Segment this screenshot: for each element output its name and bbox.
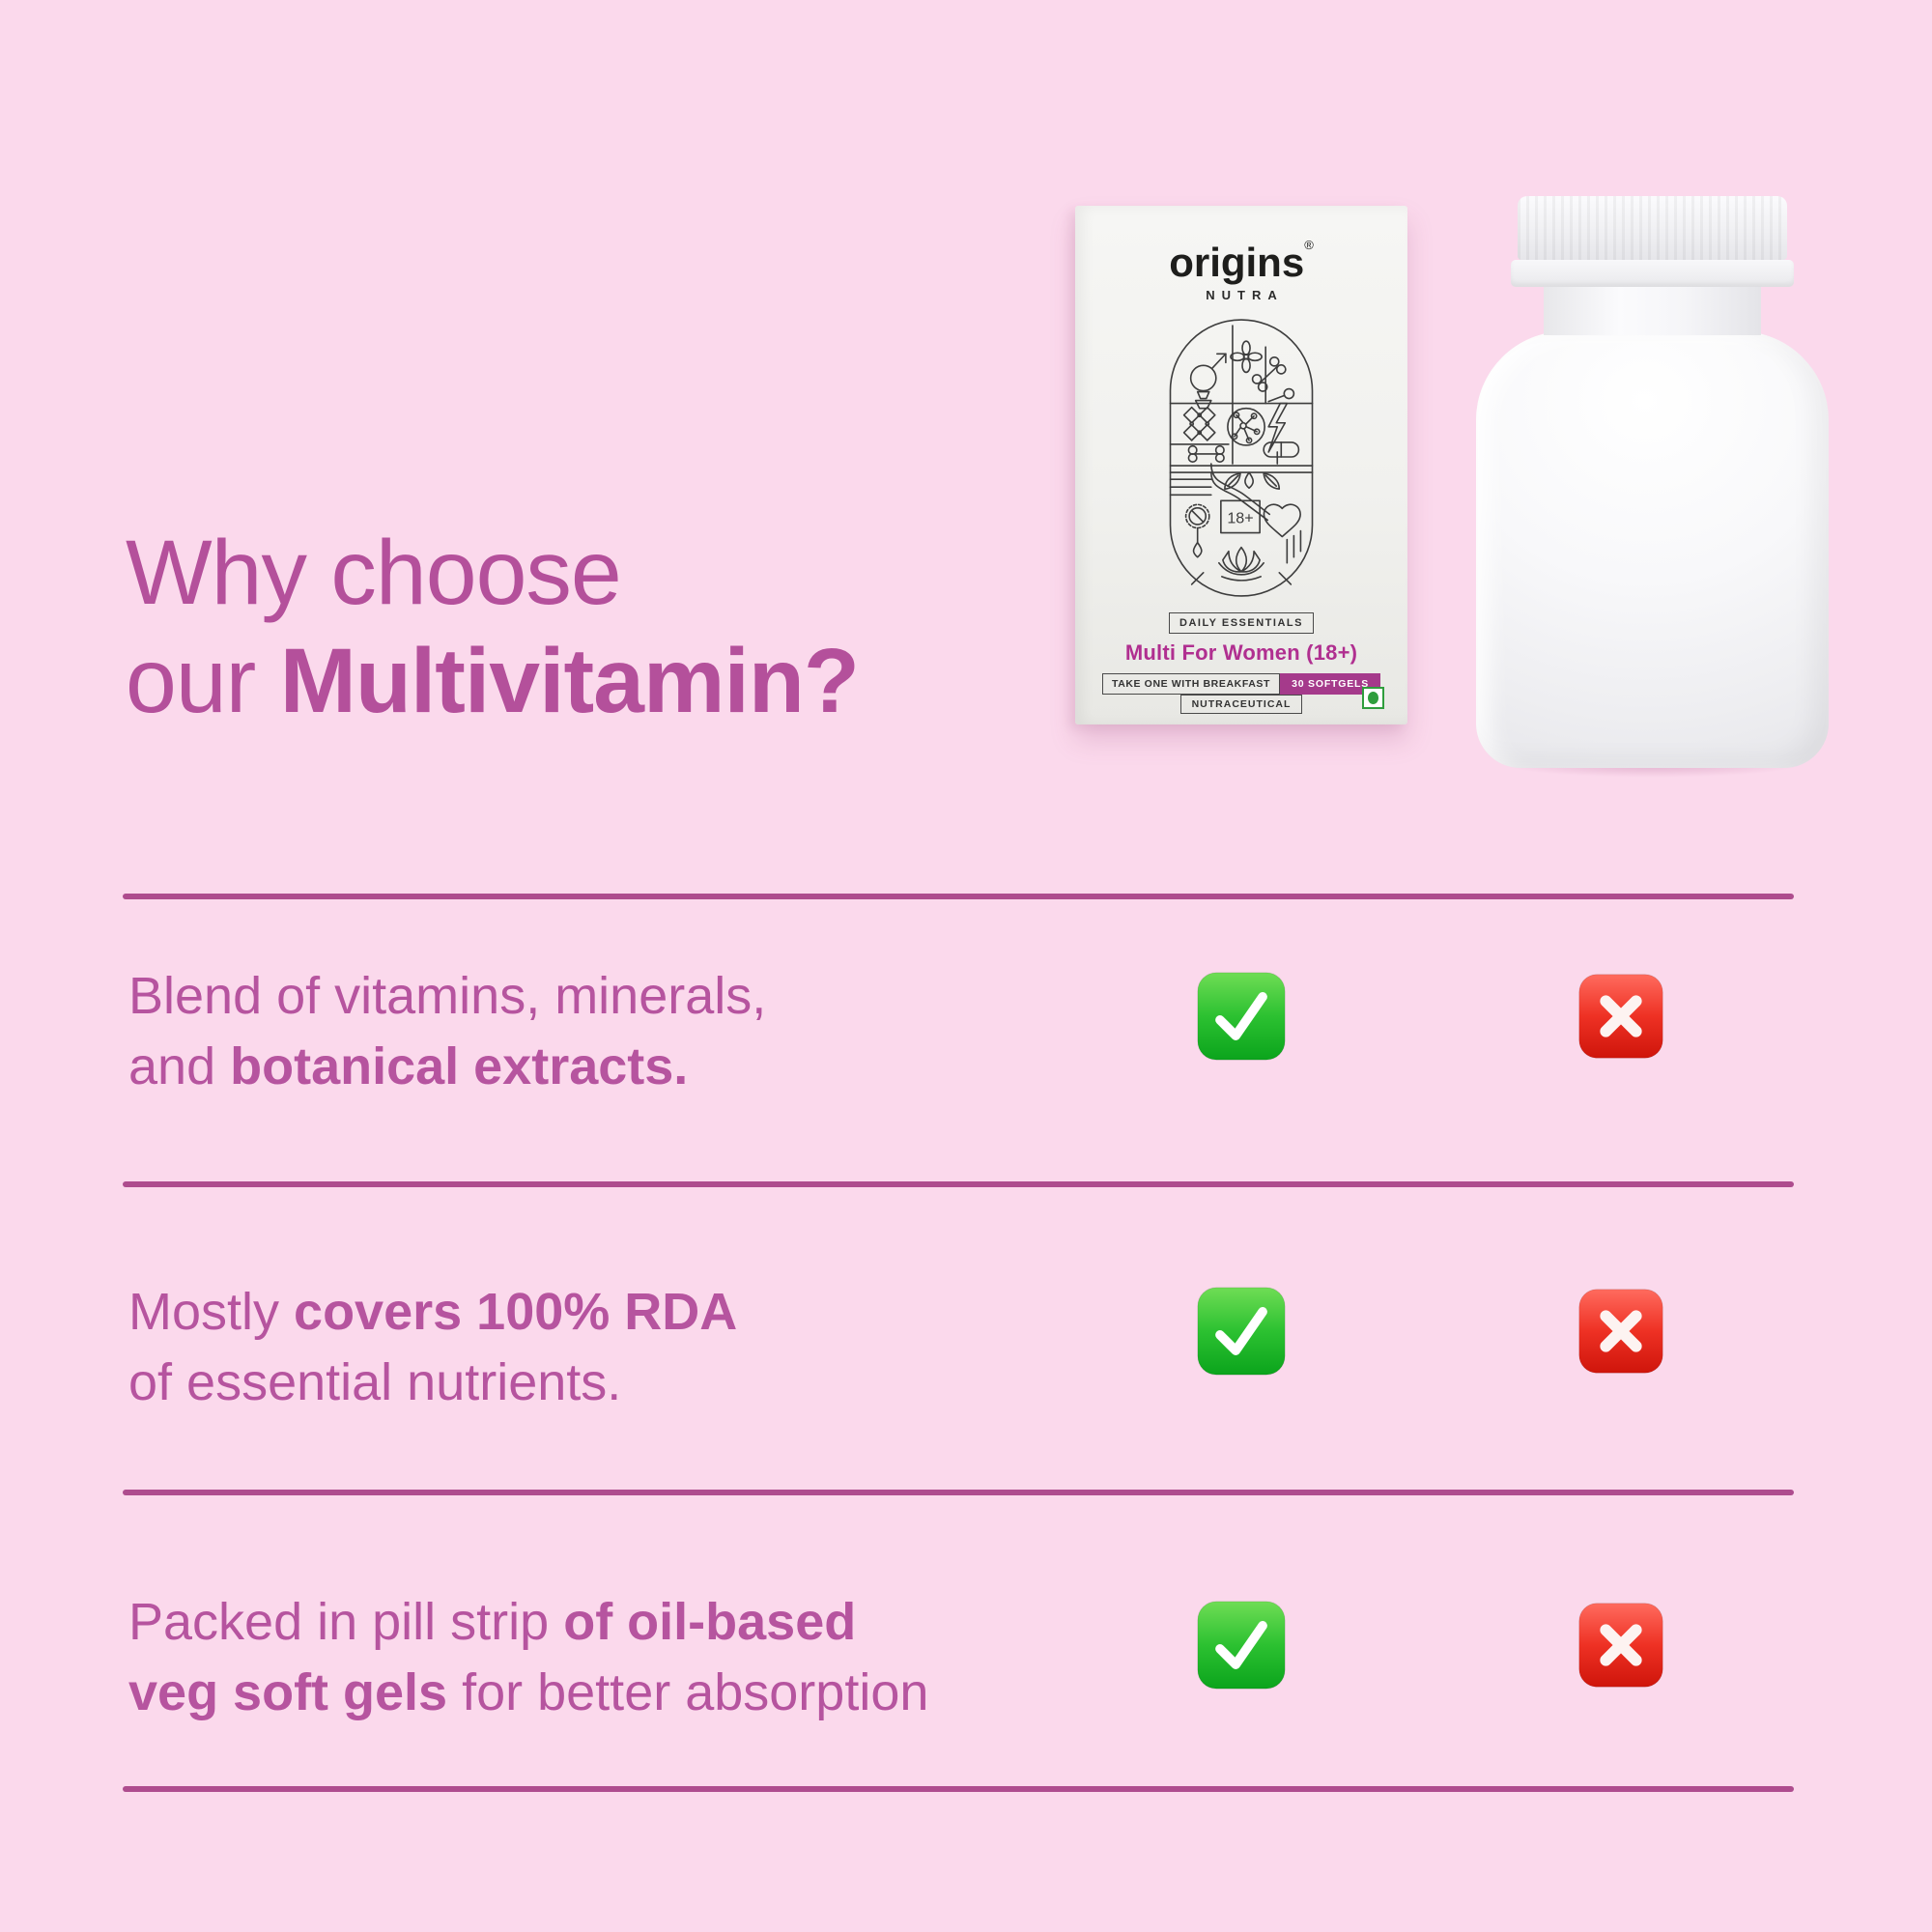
pin-icon [1267,387,1295,403]
molecule-icon [1227,407,1265,446]
row-text-bold: of oil-based [563,1593,857,1651]
lightning-icon [1267,402,1289,465]
direction-label: TAKE ONE WITH BREAKFAST [1101,673,1281,695]
no-symbol-icon [1184,503,1210,558]
comparison-row: Mostly covers 100% RDA of essential nutr… [128,1277,1152,1418]
check-icon [1197,1601,1286,1690]
sub-brand: NUTRA [1206,288,1284,302]
box-illustration: 18+ [1169,319,1314,597]
product-box: origins® NUTRA [1075,206,1407,724]
row-line: and botanical extracts. [128,1032,1152,1102]
row-text: Blend of vitamins, minerals, [128,967,767,1025]
bottle-cap [1518,196,1787,260]
divider [123,1786,1794,1792]
cross-icon [1578,1603,1663,1688]
age-label: 18+ [1227,509,1253,526]
title-line-2: our Multivitamin? [126,627,860,735]
row-line: Blend of vitamins, minerals, [128,961,1152,1032]
age-label-cell [1220,499,1261,534]
row-line: Packed in pill strip of oil-based [128,1587,1152,1658]
brand-name: origins [1169,240,1305,285]
product-name: Multi For Women (18+) [1124,640,1358,665]
title-text: Why choose [126,522,622,624]
male-symbol-icon [1189,353,1227,410]
row-line: Mostly covers 100% RDA [128,1277,1152,1348]
grid-lines [1169,325,1314,585]
page-title: Why choose our Multivitamin? [126,519,860,735]
title-text: our [126,630,280,732]
capsule-outline [1169,319,1314,597]
cross-icon [1578,974,1663,1059]
row-text: Mostly [128,1283,295,1341]
softgel-count-badge: 30 SOFTGELS [1280,673,1381,695]
registered-mark: ® [1304,238,1314,252]
comparison-row: Packed in pill strip of oil-based veg so… [128,1587,1152,1728]
check-icon [1197,972,1286,1061]
bone-horizontal-icon [1187,444,1225,464]
brand-logo: origins® [1075,239,1407,283]
daily-essentials-label: DAILY ESSENTIALS [1169,612,1314,634]
diamond-lattice [1182,406,1216,441]
divider [123,894,1794,899]
bottle-neck [1544,287,1761,335]
lotus-icon [1218,546,1264,576]
leaf-icon [1263,472,1281,491]
divider [123,1490,1794,1495]
row-text-bold: veg soft gels [128,1663,448,1721]
row-text: of essential nutrients. [128,1353,622,1411]
title-line-1: Why choose [126,519,859,627]
row-line: veg soft gels for better absorption [128,1658,1152,1728]
row-text: and [128,1037,231,1095]
product-bottle [1476,196,1829,778]
row-text: Packed in pill strip [128,1593,564,1651]
row-line: of essential nutrients. [128,1348,1152,1418]
divider [123,1181,1794,1187]
comparison-row: Blend of vitamins, minerals, and botanic… [128,961,1152,1102]
flower-icon [1230,340,1263,374]
veg-mark-icon [1362,687,1384,709]
droplet-icon [1244,471,1255,490]
veg-dot [1368,692,1378,704]
leaf-icon [1224,472,1241,491]
direction-row: TAKE ONE WITH BREAKFAST 30 SOFTGELS [1075,673,1407,695]
title-text-bold: Multivitamin? [279,630,860,732]
bottle-body [1476,331,1829,768]
heart-icon [1263,503,1301,538]
bottle-cap-band [1511,260,1794,287]
bone-icon [1251,355,1287,392]
row-text: for better absorption [447,1663,929,1721]
curved-band [1209,463,1271,522]
row-text-bold: covers 100% RDA [294,1283,738,1341]
row-text-bold: botanical extracts. [230,1037,689,1095]
cross-icon [1578,1289,1663,1374]
category-label: NUTRACEUTICAL [1179,695,1303,714]
check-icon [1197,1287,1286,1376]
capsule-pill-icon [1263,441,1300,458]
